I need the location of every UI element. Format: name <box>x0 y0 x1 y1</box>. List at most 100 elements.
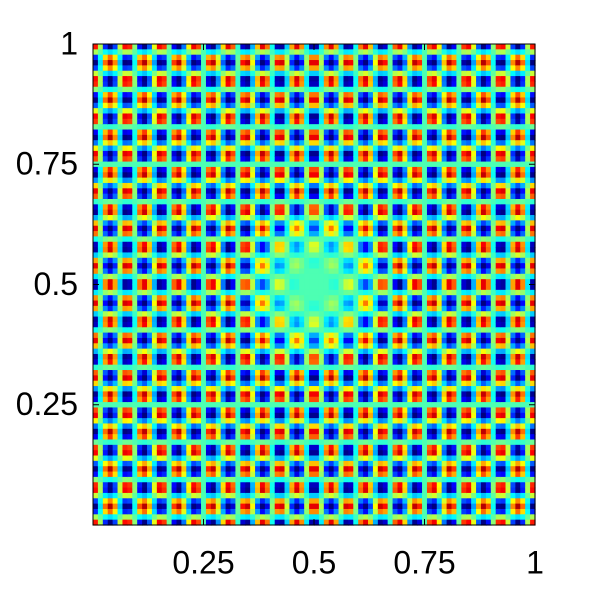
heatmap-cell <box>137 407 143 414</box>
heatmap-cell <box>314 396 320 403</box>
heatmap-cell <box>299 455 305 462</box>
heatmap-cell <box>215 70 222 77</box>
heatmap-cell <box>348 476 354 483</box>
heatmap-cell <box>294 145 300 152</box>
heatmap-cell <box>205 108 212 115</box>
heatmap-cell <box>191 204 197 211</box>
heatmap-cell <box>269 86 276 93</box>
heatmap-cell <box>161 129 168 136</box>
heatmap-cell <box>250 81 256 88</box>
heatmap-cell <box>328 337 335 344</box>
heatmap-cell <box>318 156 325 163</box>
heatmap-cell <box>309 76 315 83</box>
heatmap-cell <box>166 359 173 366</box>
heatmap-cell <box>279 124 286 131</box>
heatmap-cell <box>117 348 124 355</box>
heatmap-cell <box>93 444 99 451</box>
heatmap-cell <box>176 332 182 339</box>
heatmap-cell <box>171 353 178 360</box>
heatmap-cell <box>250 402 256 409</box>
heatmap-cell <box>245 54 251 61</box>
heatmap-cell <box>205 102 212 109</box>
heatmap-cell <box>259 311 266 318</box>
heatmap-cell <box>230 129 237 136</box>
heatmap-cell <box>284 150 291 157</box>
heatmap-cell <box>250 124 256 131</box>
heatmap-cell <box>323 332 330 339</box>
heatmap-cell <box>137 65 143 72</box>
heatmap-cell <box>191 295 197 302</box>
heatmap-cell <box>181 289 187 296</box>
heatmap-cell <box>191 172 197 179</box>
heatmap-cell <box>151 503 158 510</box>
heatmap-cell <box>309 418 315 425</box>
heatmap-cell <box>102 503 109 510</box>
heatmap-cell <box>259 209 266 216</box>
heatmap-cell <box>294 418 300 425</box>
heatmap-cell <box>240 380 246 387</box>
heatmap-cell <box>196 466 202 473</box>
heatmap-cell <box>250 482 256 489</box>
heatmap-cell <box>132 118 138 125</box>
heatmap-cell <box>117 391 124 398</box>
heatmap-cell <box>333 418 340 425</box>
heatmap-cell <box>245 241 251 248</box>
heatmap-cell <box>210 225 217 232</box>
heatmap-cell <box>112 423 119 430</box>
heatmap-cell <box>137 396 143 403</box>
heatmap-cell <box>343 514 349 521</box>
heatmap-cell <box>156 209 163 216</box>
heatmap-cell <box>353 215 359 221</box>
heatmap-cell <box>323 44 330 50</box>
heatmap-cell <box>269 487 276 494</box>
heatmap-cell <box>250 172 256 179</box>
heatmap-cell <box>147 268 153 275</box>
heatmap-cell <box>353 268 359 275</box>
heatmap-cell <box>259 370 266 376</box>
heatmap-cell <box>314 257 320 264</box>
heatmap-cell <box>156 220 163 227</box>
heatmap-cell <box>299 60 305 66</box>
heatmap-cell <box>318 471 325 478</box>
heatmap-cell <box>97 353 104 360</box>
heatmap-cell <box>210 215 217 221</box>
heatmap-cell <box>284 380 291 387</box>
heatmap-cell <box>274 188 281 195</box>
heatmap-cell <box>274 364 281 371</box>
heatmap-cell <box>333 364 340 371</box>
heatmap-cell <box>230 177 237 184</box>
heatmap-cell <box>245 300 251 307</box>
heatmap-cell <box>132 257 138 264</box>
heatmap-cell <box>142 156 148 163</box>
heatmap-cell <box>240 54 246 61</box>
heatmap-cell <box>264 519 271 526</box>
heatmap-cell <box>215 311 222 318</box>
heatmap-cell <box>328 455 335 462</box>
heatmap-cell <box>117 44 124 50</box>
heatmap-cell <box>166 70 173 77</box>
heatmap-cell <box>166 423 173 430</box>
heatmap-cell <box>259 118 266 125</box>
heatmap-cell <box>230 375 237 382</box>
heatmap-cell <box>166 466 173 473</box>
heatmap-cell <box>225 428 232 435</box>
heatmap-cell <box>240 407 246 414</box>
heatmap-cell <box>220 231 227 237</box>
heatmap-cell <box>318 407 325 414</box>
heatmap-cell <box>93 391 99 398</box>
heatmap-cell <box>97 150 104 157</box>
heatmap-cell <box>117 188 124 195</box>
heatmap-cell <box>196 263 202 270</box>
heatmap-cell <box>230 498 237 505</box>
heatmap-cell <box>107 321 114 328</box>
heatmap-cell <box>107 380 114 387</box>
heatmap-cell <box>294 70 300 77</box>
heatmap-cell <box>269 150 276 157</box>
heatmap-cell <box>225 252 232 259</box>
heatmap-cell <box>328 492 335 499</box>
heatmap-cell <box>328 102 335 109</box>
heatmap-cell <box>343 81 349 88</box>
heatmap-cell <box>112 81 119 88</box>
heatmap-cell <box>250 428 256 435</box>
heatmap-cell <box>255 124 261 131</box>
